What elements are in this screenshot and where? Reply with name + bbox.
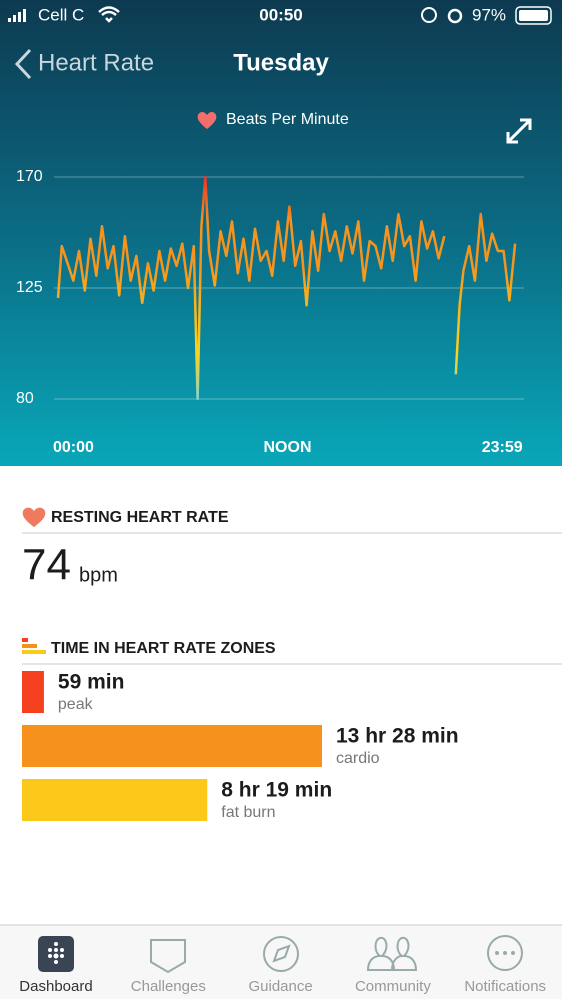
tab-label[interactable]: Guidance [248, 978, 312, 995]
tab-icon-dots [48, 942, 64, 964]
tab-icon-needle [272, 944, 291, 963]
clock: 00:50 [259, 5, 302, 24]
y-tick-label: 125 [16, 279, 43, 296]
back-arrow[interactable] [14, 48, 32, 80]
chart-subtitle: Beats Per Minute [226, 111, 349, 128]
tab-icon[interactable] [263, 936, 299, 972]
back-button[interactable]: Heart Rate [38, 49, 154, 76]
x-tick-label: 23:59 [482, 439, 523, 456]
tab-icon-dots [495, 951, 515, 955]
heart-icon [22, 507, 46, 527]
heart-icon [197, 112, 217, 129]
carrier: Cell C [38, 5, 84, 24]
tab-icon[interactable] [150, 939, 186, 974]
tab-label[interactable]: Challenges [131, 978, 206, 995]
zone-bar [22, 671, 44, 713]
x-tick-label: 00:00 [53, 439, 94, 456]
tab-label[interactable]: Dashboard [19, 978, 92, 995]
zone-bar [22, 779, 208, 821]
zone-time: 13 hr 28 min [336, 725, 459, 748]
battery-level [519, 10, 548, 21]
heart-rate-line [56, 175, 517, 401]
zone-time: 59 min [58, 671, 125, 694]
section-title: TIME IN HEART RATE ZONES [51, 640, 276, 657]
y-tick-label: 80 [16, 390, 34, 407]
x-tick-label: NOON [264, 439, 312, 456]
expand-button[interactable] [506, 118, 532, 144]
tab-label[interactable]: Notifications [464, 978, 546, 995]
zone-name: fat burn [221, 804, 275, 821]
tab-label[interactable]: Community [355, 978, 431, 995]
header-title: Tuesday [233, 49, 329, 76]
battery-icon [515, 6, 552, 25]
signal-icon [8, 9, 26, 22]
lock-icon [421, 7, 437, 23]
zones-icon [22, 638, 46, 654]
zone-bar [22, 725, 322, 767]
battery-percent: 97% [472, 5, 506, 24]
zone-time: 8 hr 19 min [221, 779, 332, 802]
resting-unit: bpm [79, 564, 118, 586]
resting-value: 74 [22, 541, 71, 590]
zone-name: cardio [336, 750, 380, 767]
wifi-icon [98, 6, 120, 23]
section-title: RESTING HEART RATE [51, 509, 229, 526]
y-tick-label: 170 [16, 168, 43, 185]
tab-icon[interactable] [366, 936, 418, 971]
chart-background [0, 0, 562, 466]
tab-icon[interactable] [487, 935, 523, 971]
zone-name: peak [58, 696, 94, 713]
alarm-icon [447, 8, 463, 24]
